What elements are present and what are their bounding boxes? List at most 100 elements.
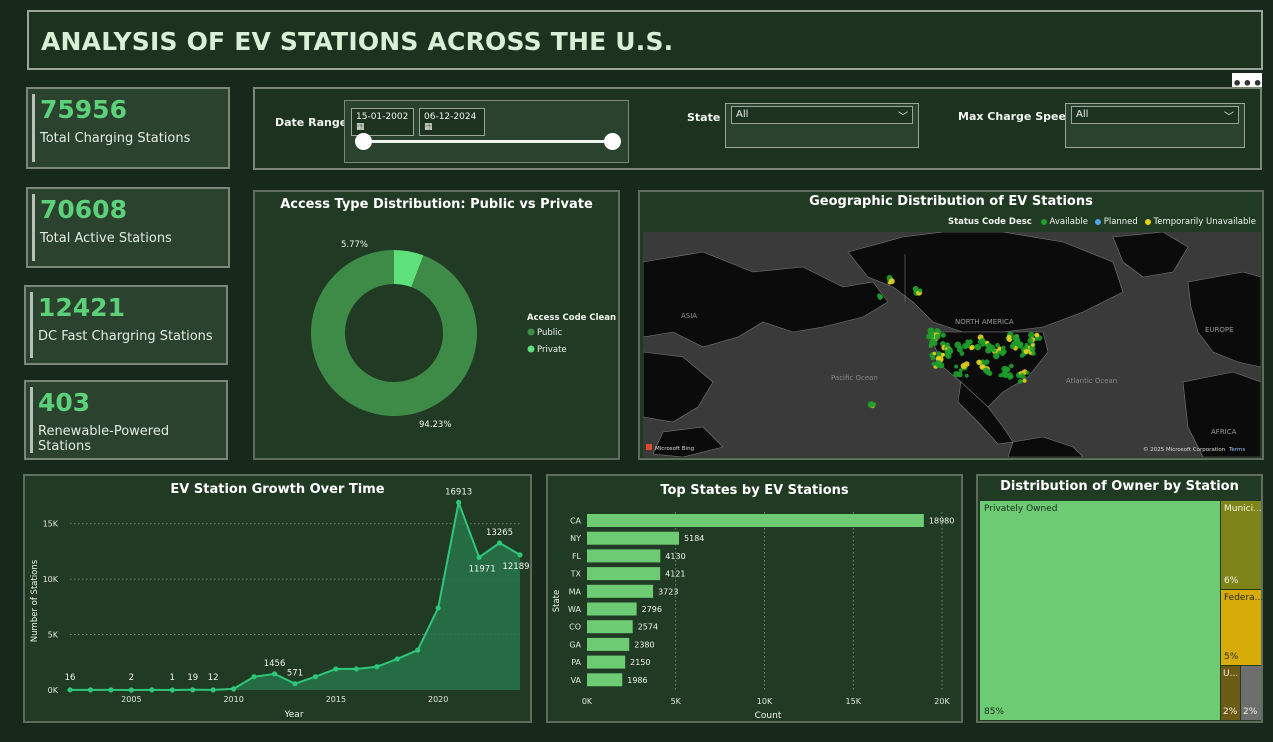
station-dot [1009, 343, 1015, 349]
filter-panel: Date Range 15-01-2002 ▦ 06-12-2024 ▦ Sta… [253, 87, 1262, 170]
access-type-title: Access Type Distribution: Public vs Priv… [280, 197, 593, 212]
calendar-icon[interactable]: ▦ [356, 122, 365, 132]
states-xtick: 5K [671, 697, 682, 706]
chevron-down-icon[interactable]: ﹀ [1224, 112, 1234, 123]
page-title: ANALYSIS OF EV STATIONS ACROSS THE U.S. [41, 27, 674, 56]
kpi-renewable: 403 Renewable-Powered Stations [24, 380, 228, 460]
growth-point [67, 687, 73, 693]
speed-dropdown-value[interactable]: All [1071, 106, 1239, 124]
growth-point [496, 540, 503, 546]
station-dot [958, 368, 963, 373]
kpi-accent-bar [32, 194, 35, 261]
map-title: Geographic Distribution of EV Stations [809, 194, 1093, 209]
owner-title: Distribution of Owner by Station [1000, 479, 1239, 494]
tile-label: Privately Owned [984, 504, 1058, 514]
states-bar-wa [587, 602, 637, 616]
states-ylabel: State [552, 590, 562, 613]
tile-label: Federa... [1224, 593, 1264, 603]
states-value-label: 3723 [658, 587, 678, 596]
treemap-tile-private[interactable]: Privately Owned 85% [980, 501, 1220, 720]
station-dot [1031, 351, 1036, 356]
kpi-label: Total Charging Stations [40, 131, 191, 146]
date-start-field[interactable]: 15-01-2002 ▦ [351, 108, 414, 136]
states-xtick: 20K [934, 697, 950, 706]
station-dot [953, 371, 960, 378]
kpi-total-charging: 75956 Total Charging Stations [26, 87, 230, 169]
bing-label: Microsoft Bing [655, 446, 694, 452]
chevron-down-icon[interactable]: ﹀ [898, 112, 908, 123]
kpi-accent-bar [32, 94, 35, 162]
station-dot [929, 339, 936, 346]
treemap-tile-other[interactable]: 2% [1241, 666, 1261, 720]
growth-point [271, 671, 278, 677]
station-dot [1007, 372, 1013, 378]
growth-data-label: 13265 [486, 528, 513, 538]
station-dot [1001, 371, 1008, 378]
states-bar-ca [587, 514, 924, 527]
tile-pct: 6% [1224, 576, 1239, 586]
europe-label: EUROPE [1205, 326, 1234, 334]
growth-data-label: 1456 [264, 659, 286, 669]
asia-label: ASIA [681, 312, 697, 320]
station-dot [979, 364, 984, 369]
growth-point [435, 605, 441, 611]
state-dropdown-value[interactable]: All [731, 106, 913, 124]
station-dot [992, 348, 997, 353]
growth-point [231, 686, 237, 692]
states-category-label: NY [570, 534, 581, 543]
date-start-value: 15-01-2002 [356, 112, 409, 122]
growth-area [70, 502, 520, 690]
microsoft-logo-icon [646, 444, 652, 450]
station-dot [983, 367, 990, 374]
treemap-tile-utility[interactable]: U... 2% [1221, 666, 1240, 720]
growth-ytick: 15K [43, 520, 59, 529]
treemap-tile-municipal[interactable]: Munici... 6% [1221, 501, 1262, 589]
date-slider-track[interactable] [363, 140, 613, 143]
growth-data-label: 19 [187, 673, 198, 683]
station-dot [945, 352, 952, 359]
europe-landmass [1187, 271, 1261, 368]
date-slider-end-handle[interactable] [604, 133, 621, 150]
states-category-label: FL [572, 552, 582, 561]
states-bar-co [587, 620, 633, 634]
access-type-donut: 5.77% 94.23% Access Code Clean Public Pr… [311, 240, 616, 430]
speed-dropdown[interactable]: All ﹀ [1065, 103, 1245, 148]
available-dot [1040, 218, 1047, 225]
station-dot [867, 401, 875, 408]
calendar-icon[interactable]: ▦ [424, 122, 433, 132]
station-dot [918, 288, 923, 293]
geo-map[interactable]: ASIA NORTH AMERICA EUROPE Pacific Ocean … [643, 232, 1261, 457]
station-dot [944, 342, 950, 348]
station-dot [1023, 349, 1029, 355]
station-dot [976, 359, 982, 365]
kpi-accent-bar [30, 387, 33, 453]
station-dot [962, 343, 968, 350]
states-category-label: GA [569, 640, 581, 649]
station-dot [995, 342, 1000, 348]
treemap-tile-federal[interactable]: Federa... 5% [1221, 590, 1264, 665]
date-end-field[interactable]: 06-12-2024 ▦ [419, 108, 485, 136]
growth-xtick: 2015 [326, 695, 346, 704]
growth-point [292, 681, 298, 687]
growth-ytick: 5K [48, 631, 59, 640]
station-dot [1028, 331, 1035, 339]
states-bar-ga [587, 637, 630, 651]
station-dot [989, 348, 993, 352]
pacific-ocean-label: Pacific Ocean [831, 374, 878, 382]
private-pct-label: 5.77% [341, 240, 368, 250]
canada-landmass [847, 232, 1124, 333]
states-bar-pa [587, 655, 626, 669]
states-category-label: CA [570, 517, 582, 526]
access-type-panel: Access Type Distribution: Public vs Priv… [253, 190, 620, 460]
date-slider-start-handle[interactable] [355, 133, 372, 150]
station-dot [1000, 349, 1005, 354]
state-dropdown[interactable]: All ﹀ [725, 103, 919, 148]
station-dot [969, 346, 974, 351]
station-dot [974, 343, 982, 351]
growth-point [476, 554, 482, 560]
geo-distribution-panel: Geographic Distribution of EV Stations S… [638, 190, 1264, 460]
private-legend-dot [527, 345, 535, 353]
unavailable-label: Temporarily Unavailable [1153, 217, 1256, 227]
growth-data-label: 11971 [469, 564, 496, 574]
growth-point [210, 687, 216, 693]
